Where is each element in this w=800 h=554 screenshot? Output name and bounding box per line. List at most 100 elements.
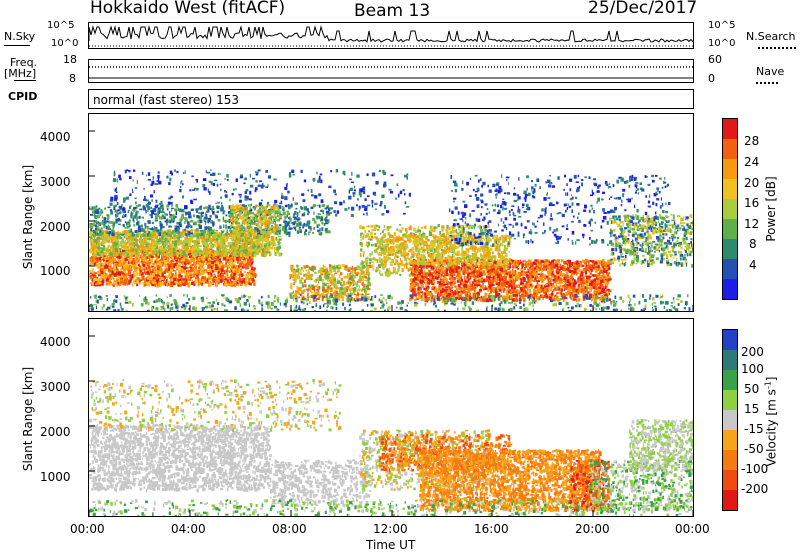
power-cell xyxy=(286,210,289,213)
power-cell xyxy=(188,230,190,235)
power-cell xyxy=(126,230,130,234)
power-cell xyxy=(171,207,174,210)
power-cell xyxy=(232,204,234,208)
power-cell xyxy=(142,249,144,253)
power-cell xyxy=(157,253,160,257)
power-cell xyxy=(192,189,195,191)
power-cell xyxy=(131,233,135,237)
power-cell xyxy=(132,254,136,257)
power-cell xyxy=(195,277,199,280)
power-cell xyxy=(328,277,333,282)
power-cell xyxy=(188,254,192,257)
power-cell xyxy=(112,269,116,273)
power-cell xyxy=(131,264,135,269)
power-cell xyxy=(327,289,330,293)
power-cell xyxy=(144,224,147,228)
power-cell xyxy=(230,214,234,218)
power-cell xyxy=(205,226,210,229)
power-cell xyxy=(185,271,187,274)
power-cell xyxy=(112,226,115,230)
power-cell xyxy=(206,238,209,241)
power-cell xyxy=(226,237,228,242)
power-cell xyxy=(278,215,282,219)
power-cell xyxy=(227,255,231,259)
power-cell xyxy=(223,270,226,275)
power-cell xyxy=(113,221,117,224)
power-cell xyxy=(134,197,137,200)
power-cell xyxy=(167,252,170,256)
power-cell xyxy=(211,205,215,209)
power-cell xyxy=(136,283,139,287)
power-cell xyxy=(223,235,226,237)
power-cell xyxy=(325,292,329,295)
power-cell xyxy=(227,279,229,283)
power-cell xyxy=(205,262,208,265)
power-cell xyxy=(325,213,328,216)
power-cell xyxy=(154,208,157,211)
power-cell xyxy=(90,246,93,250)
power-cell xyxy=(365,277,368,280)
power-cell xyxy=(216,282,218,285)
power-cell xyxy=(189,259,192,263)
power-cell xyxy=(94,251,97,255)
power-cell xyxy=(104,255,108,258)
power-cell xyxy=(222,262,224,266)
power-cell xyxy=(238,230,240,233)
power-cell xyxy=(170,225,172,228)
power-cell xyxy=(198,212,201,214)
power-cell xyxy=(213,243,216,246)
power-cell xyxy=(143,253,146,257)
power-cell xyxy=(115,264,118,266)
power-cell xyxy=(136,218,138,221)
power-cell xyxy=(92,278,94,281)
power-cell xyxy=(139,242,142,245)
power-cell xyxy=(184,261,187,265)
power-cell xyxy=(131,191,134,193)
power-cell xyxy=(287,231,291,235)
power-cell xyxy=(237,222,241,225)
power-cell xyxy=(203,187,207,191)
power-cell xyxy=(108,234,111,237)
power-cell xyxy=(134,230,138,233)
power-cell xyxy=(196,256,199,259)
power-cell xyxy=(237,282,239,285)
power-cell xyxy=(175,248,178,251)
power-cell xyxy=(183,266,187,270)
power-cell xyxy=(342,291,344,295)
power-cell xyxy=(267,218,270,222)
power-cell xyxy=(224,178,226,180)
power-cell xyxy=(219,253,223,256)
power-cell xyxy=(284,204,288,208)
power-cell xyxy=(289,292,291,296)
power-cell xyxy=(162,255,166,258)
power-cell xyxy=(183,257,185,260)
power-cell xyxy=(238,260,241,264)
power-cell xyxy=(284,222,287,226)
power-cell xyxy=(176,249,179,252)
power-cell xyxy=(235,233,239,236)
power-cell xyxy=(243,264,246,269)
power-cell xyxy=(165,241,168,246)
power-cell xyxy=(164,212,166,215)
power-cell xyxy=(271,227,274,231)
power-cell xyxy=(199,233,203,237)
power-cell xyxy=(195,187,199,191)
power-cell xyxy=(252,177,256,180)
power-cell xyxy=(91,256,94,260)
power-cell xyxy=(147,249,150,252)
power-cell xyxy=(132,179,134,182)
power-cell xyxy=(118,205,122,209)
power-cell xyxy=(172,252,176,255)
power-cell xyxy=(148,241,150,244)
power-cell xyxy=(245,220,248,224)
power-cell xyxy=(244,190,248,194)
power-cell xyxy=(196,260,200,265)
power-cell xyxy=(355,267,358,270)
power-cell xyxy=(120,254,123,258)
power-cell xyxy=(226,191,228,193)
power-cell xyxy=(309,276,312,280)
power-cell xyxy=(355,294,358,298)
power-cell xyxy=(199,248,201,251)
power-cell xyxy=(240,230,244,233)
power-cell xyxy=(286,182,288,185)
